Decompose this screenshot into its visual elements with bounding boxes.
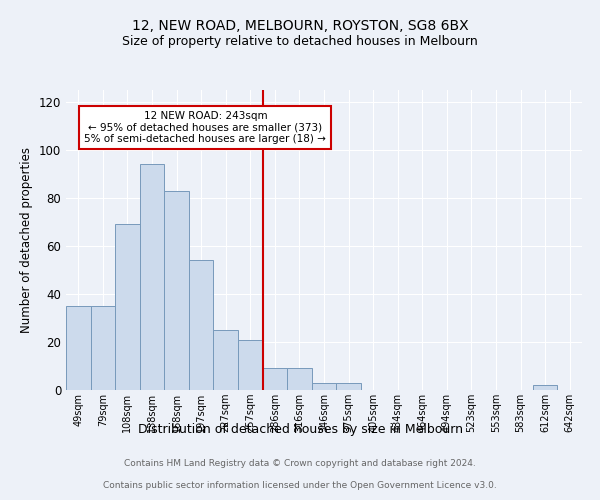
Y-axis label: Number of detached properties: Number of detached properties xyxy=(20,147,33,333)
Bar xyxy=(189,260,214,390)
Bar xyxy=(164,191,189,390)
Text: Size of property relative to detached houses in Melbourn: Size of property relative to detached ho… xyxy=(122,34,478,48)
Text: Contains public sector information licensed under the Open Government Licence v3: Contains public sector information licen… xyxy=(103,481,497,490)
Bar xyxy=(263,368,287,390)
Text: Contains HM Land Registry data © Crown copyright and database right 2024.: Contains HM Land Registry data © Crown c… xyxy=(124,458,476,468)
Text: 12, NEW ROAD, MELBOURN, ROYSTON, SG8 6BX: 12, NEW ROAD, MELBOURN, ROYSTON, SG8 6BX xyxy=(131,18,469,32)
Bar xyxy=(533,385,557,390)
Bar xyxy=(214,330,238,390)
Bar xyxy=(312,383,336,390)
Bar xyxy=(287,368,312,390)
Bar xyxy=(336,383,361,390)
Bar xyxy=(91,306,115,390)
Bar xyxy=(66,306,91,390)
Bar xyxy=(238,340,263,390)
Text: 12 NEW ROAD: 243sqm
← 95% of detached houses are smaller (373)
5% of semi-detach: 12 NEW ROAD: 243sqm ← 95% of detached ho… xyxy=(85,111,326,144)
Text: Distribution of detached houses by size in Melbourn: Distribution of detached houses by size … xyxy=(137,422,463,436)
Bar xyxy=(140,164,164,390)
Bar xyxy=(115,224,140,390)
